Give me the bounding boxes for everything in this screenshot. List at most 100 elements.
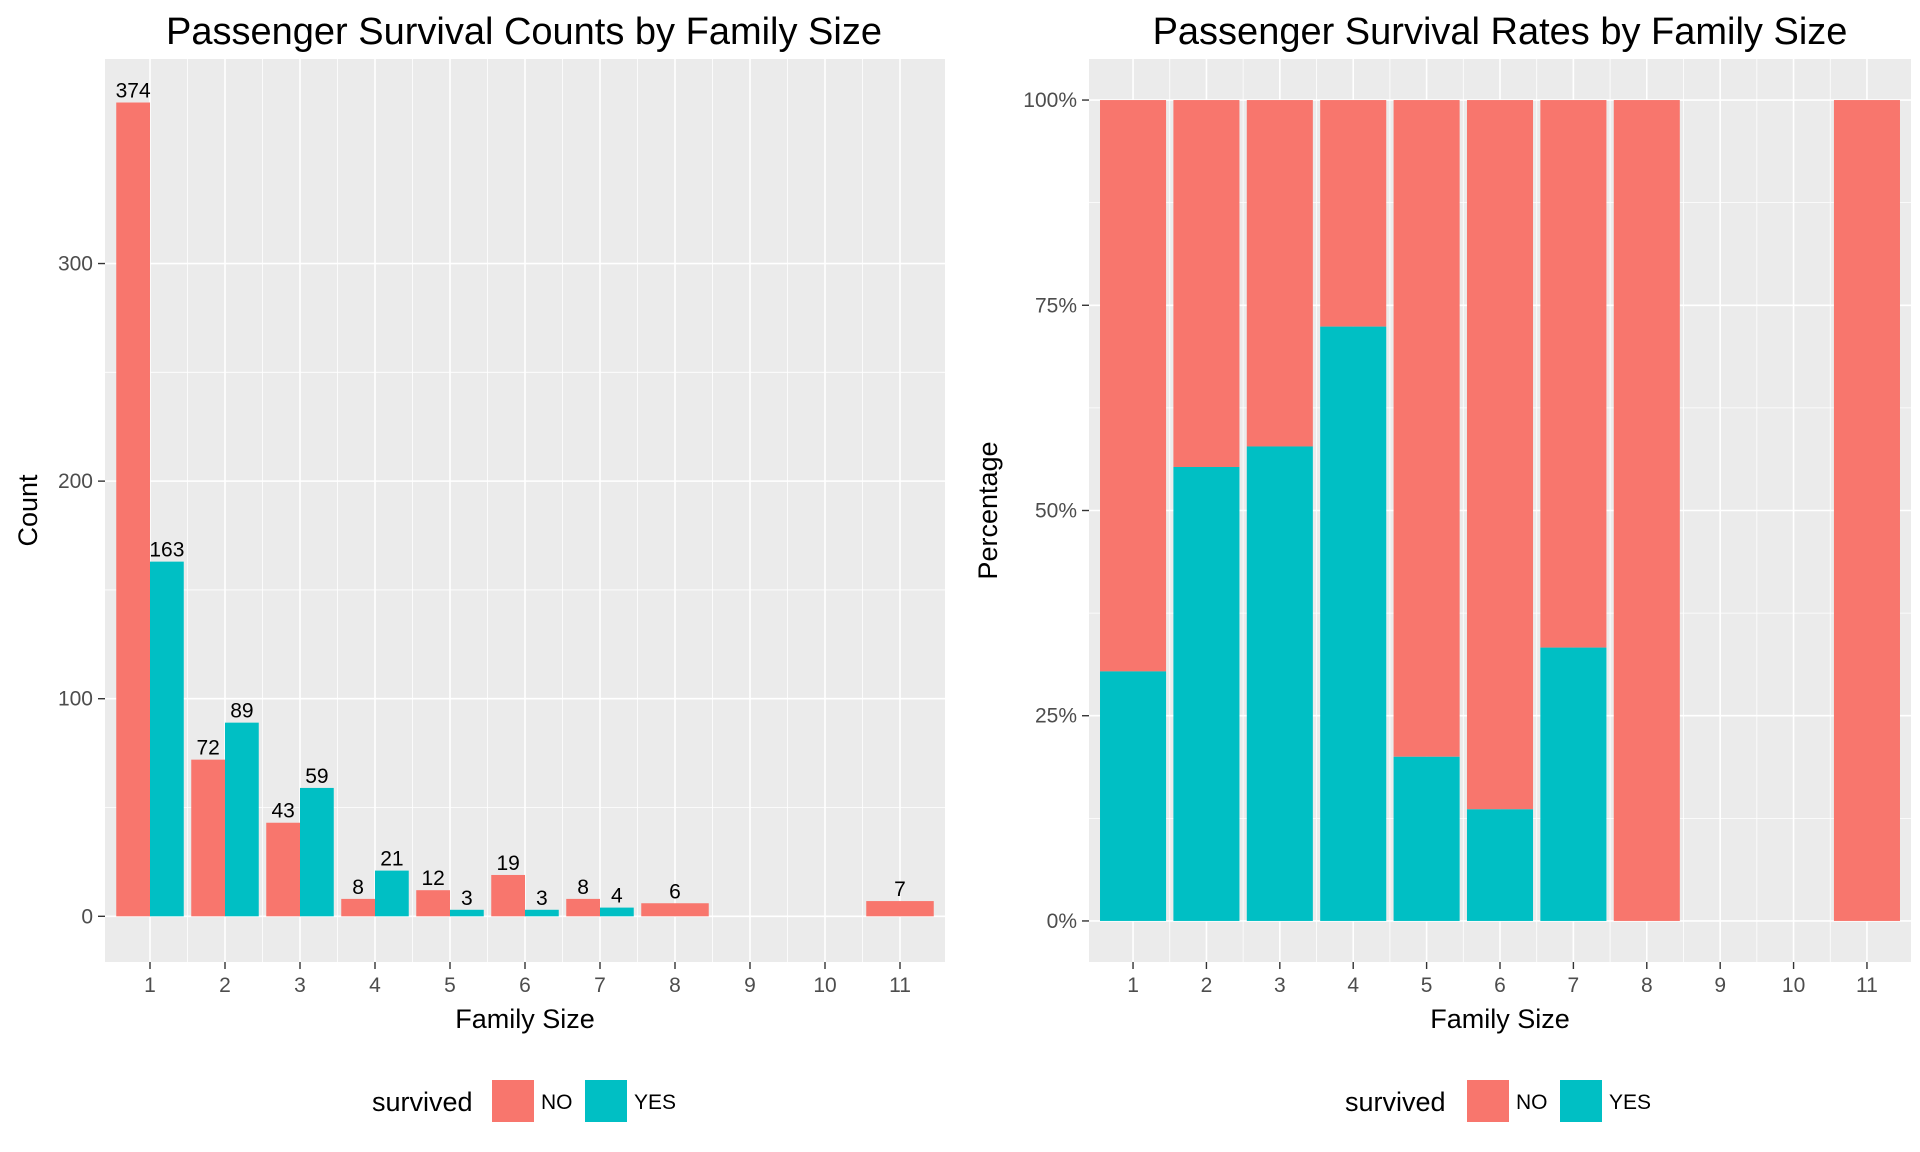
y-tick-label: 300 <box>58 253 93 276</box>
legend-key-yes <box>1560 1080 1602 1122</box>
bar-yes-2 <box>225 722 259 917</box>
bar-no-3 <box>1246 100 1313 447</box>
x-tick-label: 9 <box>744 974 756 997</box>
y-tick-label: 50% <box>1035 500 1077 523</box>
x-tick-label: 4 <box>369 974 381 997</box>
bar-yes-3 <box>1246 446 1313 921</box>
bar-yes-6 <box>525 909 559 917</box>
bar-no-11 <box>866 901 934 917</box>
data-label: 6 <box>669 880 681 903</box>
legend-key-yes <box>585 1080 627 1122</box>
legend-label-yes: YES <box>1609 1091 1651 1114</box>
data-label: 19 <box>496 852 519 875</box>
x-tick-label: 7 <box>594 974 606 997</box>
legend-title: survived <box>372 1087 473 1117</box>
bar-no-1 <box>1100 100 1167 672</box>
chart-title: Passenger Survival Rates by Family Size <box>1153 11 1848 53</box>
x-tick-label: 8 <box>1641 974 1653 997</box>
bar-no-2 <box>191 759 225 917</box>
legend-key-no <box>492 1080 534 1122</box>
legend-key-no <box>1467 1080 1509 1122</box>
x-tick-label: 4 <box>1347 974 1359 997</box>
y-tick-label: 100% <box>1023 89 1077 112</box>
data-label: 3 <box>536 887 548 910</box>
x-tick-label: 11 <box>1856 974 1878 997</box>
bar-no-5 <box>416 890 450 917</box>
bar-yes-7 <box>600 907 634 917</box>
x-tick-label: 1 <box>144 974 156 997</box>
chart-title: Passenger Survival Counts by Family Size <box>166 11 882 53</box>
bar-no-8 <box>641 903 709 917</box>
data-label: 59 <box>305 765 328 788</box>
y-tick-label: 0 <box>81 905 93 928</box>
legend-title: survived <box>1345 1087 1446 1117</box>
data-label: 72 <box>196 737 219 760</box>
bar-yes-1 <box>1100 671 1167 921</box>
y-tick-label: 100 <box>58 688 93 711</box>
data-label: 3 <box>461 887 473 910</box>
x-tick-label: 7 <box>1568 974 1580 997</box>
chart-panel-2: 0% 25% 50% 75% 100% 1 2 3 4 5 6 7 8 9 10 11 Passenger Su… <box>973 11 1911 1122</box>
y-tick-label: 25% <box>1035 705 1077 728</box>
y-axis-title: Percentage <box>973 441 1003 579</box>
x-axis-title: Family Size <box>455 1004 595 1034</box>
data-label: 8 <box>352 876 364 899</box>
bar-no-5 <box>1393 100 1460 757</box>
bar-no-6 <box>491 874 525 917</box>
x-tick-label: 2 <box>219 974 231 997</box>
bar-no-3 <box>266 822 300 917</box>
y-tick-label: 75% <box>1035 294 1077 317</box>
legend-label-yes: YES <box>634 1091 676 1114</box>
data-label: 89 <box>230 700 253 723</box>
bar-no-8 <box>1613 100 1680 921</box>
y-axis-title: Count <box>13 474 43 547</box>
x-tick-label: 2 <box>1201 974 1213 997</box>
x-tick-label: 1 <box>1127 974 1139 997</box>
bar-yes-6 <box>1466 809 1534 921</box>
bar-yes-5 <box>450 909 484 917</box>
bar-yes-4 <box>375 870 409 917</box>
bar-no-4 <box>341 898 375 917</box>
data-label: 7 <box>894 878 906 901</box>
bar-yes-4 <box>1320 326 1387 921</box>
bar-no-4 <box>1320 100 1387 327</box>
legend-label-no: NO <box>1516 1091 1548 1114</box>
data-label: 21 <box>380 848 403 871</box>
bar-no-1 <box>116 102 150 917</box>
y-tick-label: 0% <box>1047 910 1077 933</box>
bar-no-2 <box>1173 100 1240 467</box>
data-label: 12 <box>421 867 444 890</box>
x-tick-label: 3 <box>1274 974 1286 997</box>
x-tick-label: 9 <box>1714 974 1726 997</box>
x-tick-label: 10 <box>1782 974 1805 997</box>
x-tick-label: 6 <box>1494 974 1506 997</box>
legend-label-no: NO <box>541 1091 573 1114</box>
data-label: 8 <box>577 876 589 899</box>
bar-yes-7 <box>1540 647 1607 921</box>
bar-yes-3 <box>300 787 334 917</box>
x-tick-label: 5 <box>444 974 456 997</box>
legend: survived NO YES <box>372 1080 676 1122</box>
x-tick-label: 8 <box>669 974 681 997</box>
data-label: 374 <box>116 80 151 103</box>
data-label: 163 <box>149 539 184 562</box>
bar-yes-5 <box>1393 756 1460 921</box>
bar-yes-1 <box>150 561 184 917</box>
bar-no-7 <box>566 898 600 917</box>
legend: survived NO YES <box>1345 1080 1651 1122</box>
data-label: 43 <box>271 800 294 823</box>
x-tick-label: 10 <box>813 974 836 997</box>
x-tick-label: 6 <box>519 974 531 997</box>
bar-no-7 <box>1540 100 1607 648</box>
data-label: 4 <box>611 885 623 908</box>
bars <box>1100 100 1900 921</box>
y-tick-label: 200 <box>58 470 93 493</box>
x-tick-label: 3 <box>294 974 306 997</box>
bar-no-11 <box>1833 100 1900 921</box>
bar-no-6 <box>1466 100 1534 810</box>
bar-yes-2 <box>1173 466 1240 921</box>
x-tick-label: 11 <box>889 974 911 997</box>
